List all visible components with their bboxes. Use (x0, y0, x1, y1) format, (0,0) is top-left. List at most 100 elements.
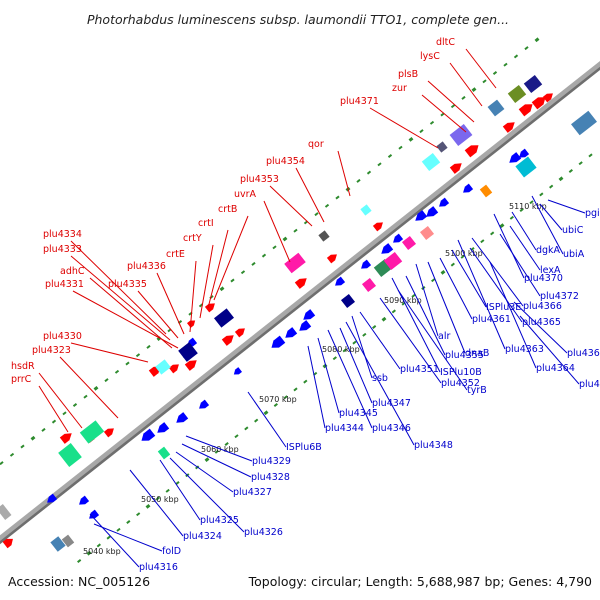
gene-label-forward: crtI (198, 218, 214, 229)
gene-label-reverse: dnaB (465, 348, 489, 359)
gene-feature-block (487, 99, 505, 117)
tick-mark (588, 153, 593, 158)
reverse-gene-arrow (157, 422, 170, 433)
tick-mark (125, 361, 130, 366)
forward-gene-arrow (2, 538, 13, 549)
leader-line (379, 297, 442, 384)
leader-line (397, 289, 468, 391)
leader-line (421, 94, 467, 133)
tick-mark (558, 176, 564, 182)
tick-mark (461, 95, 466, 100)
tick-mark (263, 410, 269, 416)
gene-label-reverse: plu4352 (441, 378, 480, 389)
gene-label-forward: plu4334 (43, 229, 82, 240)
forward-gene-arrow (59, 433, 72, 444)
tick-mark (381, 316, 387, 322)
tick-mark (240, 270, 246, 275)
tick-mark (9, 452, 15, 457)
kbp-label: 5090 kbp (384, 296, 422, 305)
forward-gene-arrow (542, 93, 553, 103)
tick-mark (503, 62, 508, 67)
gene-feature-block (571, 110, 597, 136)
gene-label-forward: crtB (218, 204, 237, 215)
leader-line (493, 213, 525, 279)
tick-mark (391, 309, 396, 314)
tick-mark (352, 340, 357, 345)
gene-label-reverse: plu4372 (540, 291, 579, 302)
tick-mark (450, 104, 456, 109)
tick-mark (135, 353, 141, 358)
tick-mark (429, 120, 435, 125)
tick-mark (96, 543, 101, 548)
gene-label-reverse: ubiA (563, 249, 585, 260)
gene-feature-block (58, 442, 82, 468)
tick-mark (0, 461, 4, 466)
tick-mark (408, 137, 414, 142)
gene-label-forward: adhC (60, 266, 85, 277)
tick-mark (254, 418, 259, 423)
gene-label-forward: plu4336 (127, 261, 166, 272)
leader-line (439, 257, 473, 320)
tick-mark (62, 411, 67, 416)
gene-label-reverse: ISPlu3E (486, 302, 521, 313)
leader-line (70, 342, 149, 363)
gene-label-reverse: alr (438, 331, 450, 342)
tick-mark (460, 254, 465, 259)
reverse-gene-arrow (89, 509, 100, 519)
gene-label-forward: qor (308, 139, 324, 150)
forward-gene-arrow (531, 97, 546, 110)
gene-label-reverse: ISPlu6B (286, 442, 322, 453)
leader-line (307, 345, 326, 429)
tick-mark (440, 270, 446, 275)
leader-line (137, 290, 179, 339)
leader-line (247, 391, 287, 448)
reverse-gene-arrow (439, 197, 450, 207)
reverse-gene-arrow (141, 428, 156, 441)
gene-label-reverse: ubiC (562, 225, 584, 236)
tick-mark (293, 387, 298, 392)
tick-mark (431, 278, 436, 283)
reverse-gene-arrow (509, 152, 522, 163)
tick-mark (155, 496, 160, 501)
gene-label-reverse: plu4363 (505, 344, 544, 355)
leader-line (93, 523, 163, 552)
forward-gene-arrow (168, 364, 179, 374)
tick-mark (234, 434, 239, 439)
tick-mark (204, 457, 210, 462)
gene-label-reverse: plu4328 (251, 472, 290, 483)
forward-gene-arrow (234, 328, 245, 338)
tick-mark (492, 71, 498, 75)
tick-mark (165, 488, 170, 493)
gene-feature-block (340, 293, 356, 309)
gene-label-leaders (38, 48, 586, 568)
gene-label-forward: plu4331 (45, 279, 84, 290)
tick-mark (482, 79, 487, 84)
tick-mark (471, 87, 477, 92)
tick-mark (30, 435, 36, 441)
leader-line (465, 48, 497, 89)
reverse-gene-arrow (393, 233, 404, 243)
gene-label-forward: dltC (436, 37, 455, 48)
reverse-gene-arrow (233, 367, 242, 375)
reverse-gene-arrow (299, 320, 312, 331)
gene-label-reverse: ISPlu10B (440, 367, 482, 378)
forward-gene-arrow (204, 303, 215, 313)
tick-mark (490, 231, 495, 236)
gene-label-reverse: ssb (372, 373, 388, 384)
gene-label-forward: plu4330 (43, 331, 82, 342)
tick-mark (342, 348, 347, 353)
tick-mark (86, 550, 92, 556)
tick-mark (568, 169, 573, 173)
gene-label-reverse: plu4355 (445, 350, 484, 361)
tick-mark (335, 195, 340, 200)
leader-line (181, 443, 252, 478)
leader-line (449, 62, 483, 107)
kbp-tick-marks (0, 37, 593, 563)
gene-label-reverse: lexA (540, 265, 561, 276)
leader-line (469, 247, 523, 323)
reverse-gene-arrow (176, 412, 189, 423)
leader-line (38, 385, 69, 433)
tick-mark (303, 379, 308, 384)
leader-line (70, 240, 167, 335)
